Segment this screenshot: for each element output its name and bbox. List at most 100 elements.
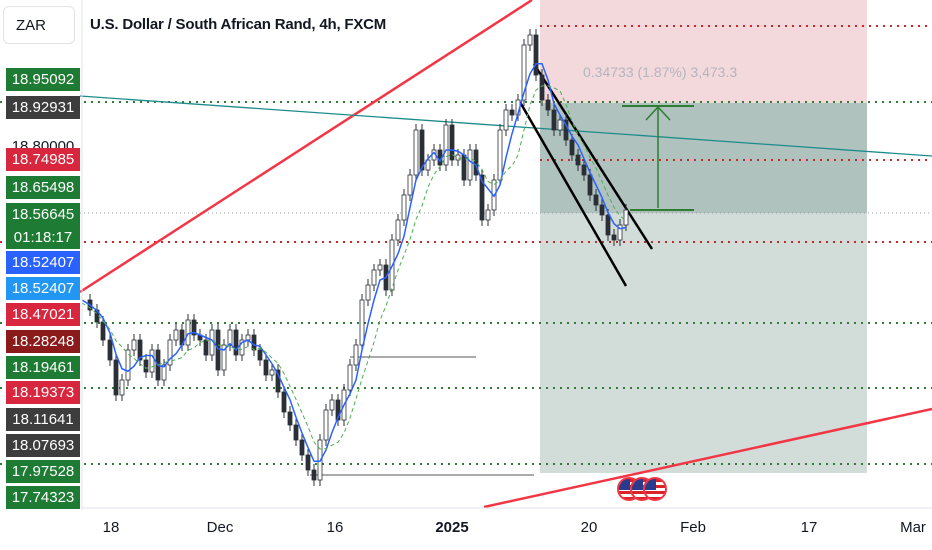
candle-body <box>545 99 551 111</box>
candle-body <box>311 469 317 481</box>
candle-body <box>575 154 581 166</box>
candle-body <box>527 34 533 46</box>
trend-line-upper <box>79 0 533 294</box>
price-label: 18.47021 <box>6 303 80 326</box>
price-label: 18.28248 <box>6 330 80 353</box>
candle-body <box>149 349 155 373</box>
candle-body <box>557 119 563 131</box>
candle-body <box>100 321 106 341</box>
time-label: 16 <box>326 519 344 536</box>
candle-body <box>407 174 413 196</box>
candle-body <box>305 454 311 471</box>
price-label: 18.95092 <box>6 68 80 91</box>
candle-body <box>191 319 197 336</box>
candle-body <box>299 439 305 456</box>
channel-line-lower <box>518 101 628 287</box>
candle-body <box>113 359 119 396</box>
price-label: 18.19461 <box>6 356 80 379</box>
price-label: 01:18:17 <box>6 226 80 249</box>
candle-body <box>167 339 173 366</box>
candle-body <box>377 264 383 271</box>
chart-title: U.S. Dollar / South African Rand, 4h, FX… <box>90 16 387 33</box>
candle-body <box>473 149 479 176</box>
measure-readout: 0.34733 (1.87%) 3,473.3 <box>583 64 738 80</box>
candle-body <box>173 329 179 341</box>
candle-body <box>329 399 335 411</box>
time-label: Dec <box>206 519 234 536</box>
channel-line-upper <box>532 63 654 250</box>
candle-body <box>593 194 599 206</box>
candle-body <box>143 359 149 373</box>
candle-body <box>185 319 191 346</box>
candle-body <box>107 339 113 361</box>
stop-loss-zone <box>540 0 867 103</box>
time-label: Mar <box>900 519 926 536</box>
candle-body <box>335 399 341 421</box>
target-zone-upper <box>540 103 867 213</box>
candle-body <box>275 369 281 393</box>
candle-body <box>581 164 587 176</box>
candle-body <box>617 224 623 241</box>
candle-body <box>587 174 593 196</box>
candle-body <box>509 109 515 116</box>
price-label: 18.52407 <box>6 251 80 274</box>
trend-line-lower <box>483 407 932 509</box>
candle-body <box>233 329 239 356</box>
candle-body <box>479 174 485 221</box>
candle-body <box>371 269 377 286</box>
candle-body <box>269 369 275 376</box>
candle-body <box>287 411 293 426</box>
price-label: 18.11641 <box>6 408 80 431</box>
symbol-search-box[interactable]: ZAR <box>3 6 75 44</box>
candle-body <box>569 139 575 156</box>
candle-body <box>395 219 401 241</box>
candle-body <box>533 34 539 76</box>
candle-body <box>485 209 491 221</box>
candle-body <box>161 364 167 381</box>
candle-body <box>365 284 371 301</box>
candle-body <box>605 214 611 236</box>
flag-us-icon[interactable] <box>643 477 667 501</box>
price-label: 17.97528 <box>6 460 80 483</box>
candle-body <box>623 209 629 226</box>
candle-body <box>449 124 455 161</box>
candle-body <box>251 334 257 351</box>
target-zone-lower <box>540 213 867 473</box>
price-label: 18.65498 <box>6 176 80 199</box>
candle-body <box>281 391 287 413</box>
candle-body <box>137 339 143 361</box>
candle-body <box>359 299 365 346</box>
price-label: 18.19373 <box>6 381 80 404</box>
candle-body <box>323 409 329 441</box>
candle-body <box>257 349 263 361</box>
candle-body <box>413 129 419 176</box>
measure-arrow-head <box>645 105 671 121</box>
price-label: 18.56645 <box>6 203 80 226</box>
candle-body <box>353 344 359 366</box>
candle-body <box>599 204 605 216</box>
candle-body <box>497 129 503 181</box>
candle-body <box>443 124 449 166</box>
candle-body <box>263 359 269 376</box>
symbol-text: ZAR <box>16 17 46 34</box>
price-chart-canvas[interactable] <box>0 0 932 510</box>
time-label: 20 <box>580 519 598 536</box>
price-label: 18.07693 <box>6 434 80 457</box>
candle-body <box>539 74 545 101</box>
candle-body <box>293 424 299 441</box>
candle-body <box>455 154 461 161</box>
price-label: 17.74323 <box>6 486 80 509</box>
time-label: 18 <box>102 519 120 536</box>
candle-body <box>419 129 425 171</box>
price-label: 18.92931 <box>6 96 80 119</box>
candle-body <box>239 339 245 356</box>
candle-body <box>125 349 131 381</box>
candle-body <box>611 234 617 241</box>
time-label: Feb <box>680 519 706 536</box>
candle-body <box>227 329 233 346</box>
candle-body <box>521 44 527 101</box>
candle-body <box>131 339 137 351</box>
candle-body <box>119 379 125 396</box>
candle-body <box>551 109 557 131</box>
candle-body <box>221 344 227 371</box>
